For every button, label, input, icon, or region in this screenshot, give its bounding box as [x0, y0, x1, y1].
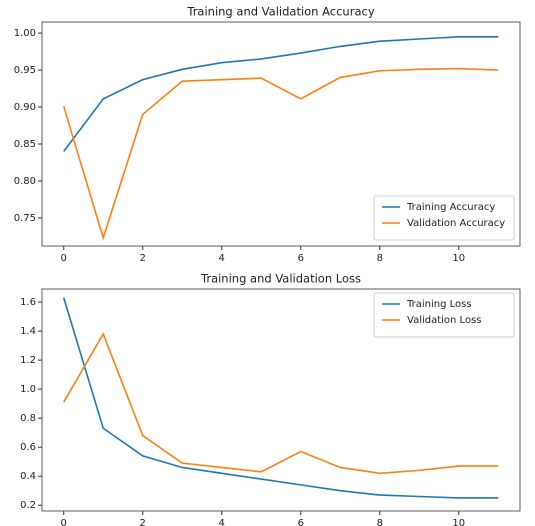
axes-frame [41, 21, 521, 247]
x-tick-label: 8 [377, 253, 383, 264]
legend-box [373, 195, 515, 241]
x-tick-label: 10 [452, 253, 465, 264]
axes-frame [41, 288, 521, 512]
chart-title: Training and Validation Loss [200, 272, 361, 286]
x-tick-label: 4 [219, 253, 225, 264]
x-tick-label: 8 [377, 518, 383, 526]
legend-label: Validation Accuracy [407, 218, 505, 229]
x-tick-label: 2 [140, 518, 146, 526]
x-tick-label: 6 [298, 518, 304, 526]
y-tick-label: 0.75 [14, 213, 36, 224]
x-tick-label: 2 [140, 253, 146, 264]
series-line [62, 67, 499, 241]
y-tick-label: 0.2 [20, 500, 36, 511]
chart-title: Training and Validation Accuracy [186, 5, 374, 19]
x-tick-label: 0 [61, 518, 67, 526]
series-line [63, 332, 499, 475]
legend-label: Validation Loss [407, 315, 482, 326]
series-line [62, 297, 499, 499]
y-tick-label: 0.95 [14, 65, 36, 76]
y-tick-label: 0.90 [14, 102, 36, 113]
legend-label: Training Accuracy [406, 202, 495, 213]
y-tick-label: 1.0 [20, 384, 36, 395]
y-tick-label: 1.2 [20, 355, 36, 366]
y-tick-label: 0.6 [20, 442, 36, 453]
y-tick-label: 0.8 [20, 413, 36, 424]
series-line [63, 35, 499, 152]
legend-box [373, 292, 515, 338]
x-tick-label: 10 [452, 518, 465, 526]
x-tick-label: 4 [219, 518, 225, 526]
x-tick-label: 0 [61, 253, 67, 264]
y-tick-label: 0.80 [14, 176, 36, 187]
y-tick-label: 0.85 [14, 139, 36, 150]
y-tick-label: 1.00 [14, 28, 36, 39]
x-tick-label: 6 [298, 253, 304, 264]
legend-label: Training Loss [406, 299, 472, 310]
y-tick-label: 1.6 [20, 297, 36, 308]
y-tick-label: 0.4 [20, 471, 36, 482]
y-tick-label: 1.4 [20, 326, 36, 337]
